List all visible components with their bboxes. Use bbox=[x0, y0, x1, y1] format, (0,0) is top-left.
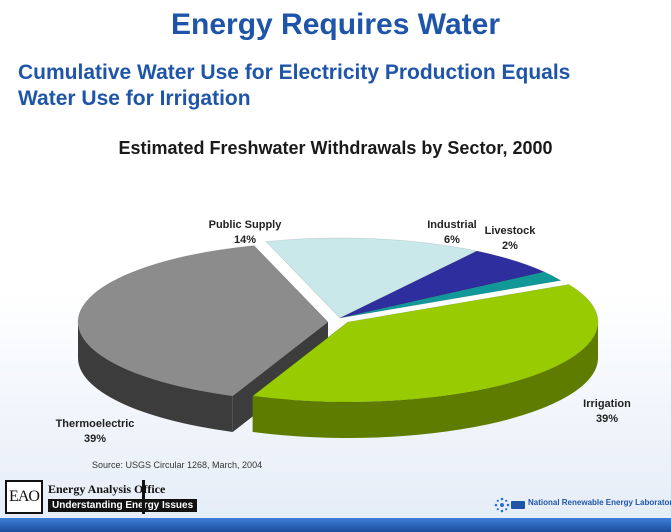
pie-slice-thermoelectric bbox=[77, 245, 329, 397]
slice-label-value: 2% bbox=[502, 240, 518, 252]
source-note: Source: USGS Circular 1268, March, 2004 bbox=[92, 460, 263, 470]
eao-tagline: Understanding Energy Issues bbox=[48, 499, 198, 512]
eao-mark: EAO bbox=[5, 480, 43, 514]
slide-subtitle-line1: Cumulative Water Use for Electricity Pro… bbox=[18, 61, 571, 84]
slice-label-industrial: Industrial 6% bbox=[402, 218, 502, 248]
nrel-logo: National Renewable Energy Laboratory bbox=[494, 497, 671, 513]
slice-label-value: 14% bbox=[233, 234, 257, 246]
pie-side-irrigation bbox=[252, 322, 598, 439]
nrel-sunburst-icon bbox=[494, 497, 525, 513]
nrel-name: National Renewable Energy Laboratory bbox=[528, 498, 671, 507]
chart-title: Estimated Freshwater Withdrawals by Sect… bbox=[118, 138, 553, 158]
slice-label-irrigation: Irrigation 39% bbox=[557, 397, 657, 427]
pie-slice-livestock bbox=[339, 271, 562, 319]
slice-label-name: Public Supply bbox=[208, 219, 282, 231]
slide-subtitle-line2: Water Use for Irrigation bbox=[18, 87, 251, 110]
footer-bar bbox=[0, 518, 671, 532]
slice-label-value: 39% bbox=[83, 433, 107, 445]
eao-divider bbox=[142, 480, 145, 514]
pie-slice-public-supply bbox=[265, 237, 478, 319]
slice-label-name: Livestock bbox=[484, 225, 536, 237]
pie-slice-industrial bbox=[339, 250, 546, 319]
slice-label-name: Thermoelectric bbox=[55, 418, 135, 430]
pie-side-thermoelectric bbox=[78, 322, 233, 432]
slice-label-name: Industrial bbox=[427, 219, 477, 231]
slice-label-value: 6% bbox=[444, 234, 460, 246]
slice-label-name: Irrigation bbox=[583, 398, 631, 410]
slice-label-thermoelectric: Thermoelectric 39% bbox=[45, 417, 145, 447]
eao-name: Energy Analysis Office bbox=[48, 482, 166, 496]
slice-label-livestock: Livestock 2% bbox=[460, 224, 560, 254]
slice-label-value: 39% bbox=[595, 413, 619, 425]
slide-title: Energy Requires Water bbox=[171, 8, 500, 41]
slice-label-public-supply: Public Supply 14% bbox=[195, 218, 295, 248]
slide-subtitle: Cumulative Water Use for Electricity Pro… bbox=[18, 60, 663, 112]
pie-slice-irrigation bbox=[251, 284, 599, 403]
eao-logo: EAO Energy Analysis Office Understanding… bbox=[5, 478, 198, 518]
